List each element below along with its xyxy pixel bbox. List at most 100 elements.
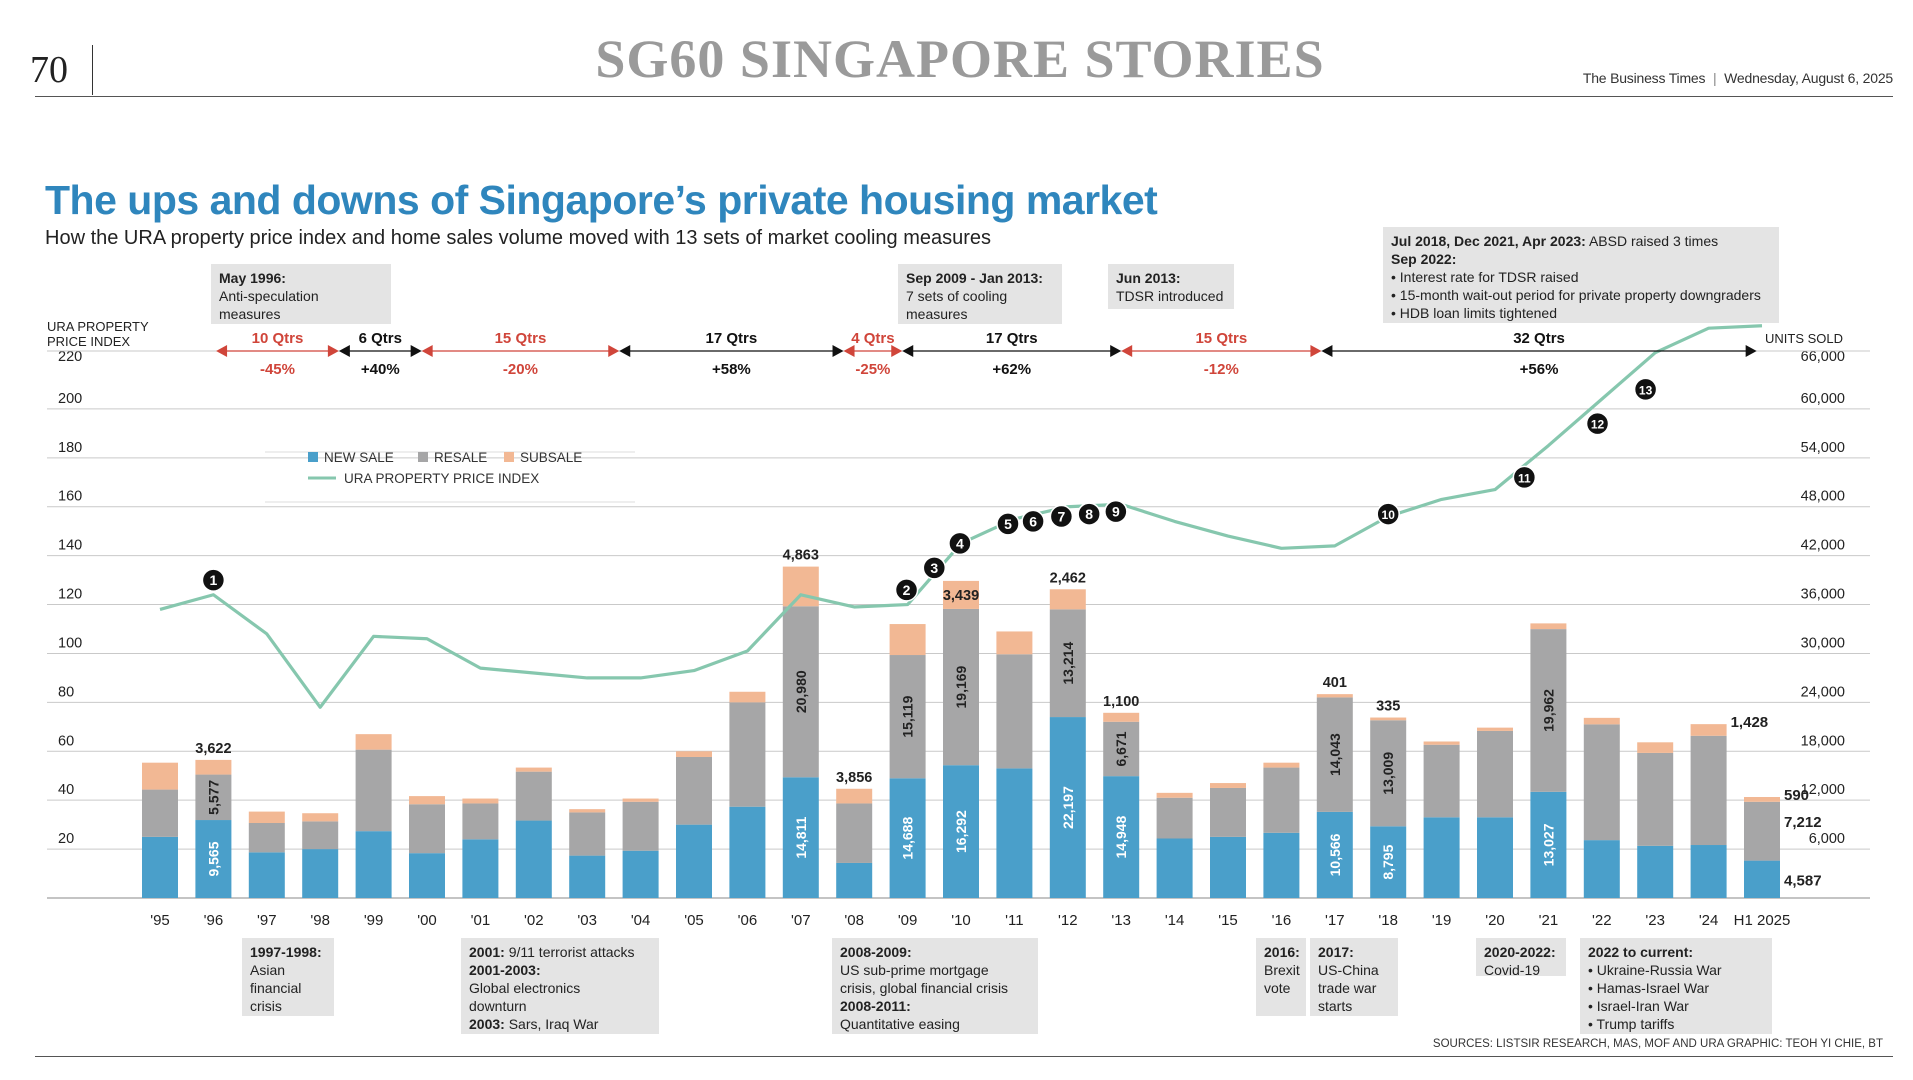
annotation-line: US sub-prime mortgage [840,962,989,978]
cooling-marker-number: 5 [1004,516,1012,532]
chart-subtitle: How the URA property price index and hom… [45,227,992,249]
bar-subsale [248,811,285,824]
x-axis-tick: '97 [257,912,277,929]
bar-value-label: 1,428 [1731,714,1769,731]
bar-new-sale [302,849,339,898]
cooling-marker [1585,411,1610,436]
bar-value-label: 4,587 [1784,872,1822,889]
annotation-line: • Israel-Iran War [1588,998,1689,1014]
annotation-brexit: 2016: Brexit vote [1256,938,1306,1016]
annotation-line: 2001-2003: [469,962,541,978]
right-axis-tick: 60,000 [1801,391,1845,407]
bar-new-sale [195,820,232,898]
annotation-covid-19: 2020-2022: Covid-19 [1476,938,1566,978]
bar-resale [302,821,339,850]
annotation-line: 2003: Sars, Iraq War [469,1016,599,1032]
bar-subsale [1637,742,1674,753]
bar-subsale [1316,694,1353,698]
chart-title: The ups and downs of Singapore’s private… [45,177,1158,223]
bar-value-label: 6,671 [1113,731,1129,766]
annotation-sep-2009-jan-2013: Sep 2009 - Jan 2013: 7 sets of cooling mea… [898,264,1062,324]
bar-value-label: 3,856 [836,770,872,786]
bar-new-sale [1316,811,1353,898]
bar-subsale [1744,797,1780,802]
bar-resale [1637,752,1674,846]
left-axis-tick: 40 [58,782,74,798]
annotation-line: • Hamas-Israel War [1588,980,1710,996]
period-duration: 15 Qtrs [1195,330,1247,347]
bar-value-label: 401 [1323,675,1347,691]
sources-credit: SOURCES: LISTSIR RESEARCH, MAS, MOF AND … [1432,1038,1883,1050]
bar-new-sale [729,806,766,898]
right-axis-tick: 12,000 [1801,782,1845,798]
bar-resale [1423,744,1460,818]
annotation-line: starts [1318,998,1353,1014]
bar-new-sale [409,853,445,898]
legend-swatch [418,452,428,462]
annotation-absd-tdsr-2018-2023: Jul 2018, Dec 2021, Apr 2023: ABSD raise… [1383,227,1779,323]
annotation-line: crisis, global financial crisis [840,980,1009,996]
annotation-line: Asian [250,962,286,978]
cooling-marker [922,556,947,580]
annotation-2022-to-current: 2022 to current: • Ukraine-Russia War • Ha… [1580,938,1772,1034]
bar-subsale [1477,727,1513,731]
bar-resale [355,749,392,832]
bar-resale [142,789,178,837]
bar-subsale [409,796,445,805]
bar-new-sale [1156,838,1193,898]
bar-subsale [1103,712,1140,722]
period-arrow-head [327,345,339,357]
annotation-line: 2008-2011: [840,998,911,1014]
cooling-marker [948,531,972,556]
bar-new-sale [1690,845,1727,898]
right-axis-tick: 66,000 [1801,349,1845,365]
bar-resale [836,803,873,863]
period-duration: 6 Qtrs [359,330,402,347]
cooling-marker-number: 11 [1518,471,1531,485]
annotation-line: Brexit [1264,962,1300,978]
annotation-line: • Trump tariffs [1588,1016,1675,1032]
period-arrow-head [619,345,631,357]
bar-subsale [1530,623,1567,630]
period-arrow-head [338,345,350,357]
cooling-marker-number: 10 [1382,508,1396,522]
bar-new-sale [1583,840,1620,898]
bar-new-sale [1477,817,1513,898]
bar-subsale [889,624,926,656]
bar-value-label: 335 [1376,699,1400,715]
bar-value-label: 19,169 [953,665,969,708]
bar-new-sale [1210,836,1246,898]
cooling-marker-number: 13 [1639,383,1653,397]
period-change: -25% [855,361,890,378]
annotation-line: measures [219,306,281,322]
period-arrow-head [891,345,903,357]
x-axis-tick: '14 [1165,912,1185,929]
bar-resale [1156,797,1193,839]
x-axis-tick: '15 [1218,912,1238,929]
bar-resale [1103,721,1140,777]
bar-new-sale [676,824,712,898]
cooling-marker-number: 4 [956,535,964,551]
left-axis-tick: 220 [58,349,82,365]
bar-resale [1370,720,1407,827]
bar-resale [1690,735,1727,846]
annotation-line: Jun 2013: [1116,270,1181,286]
bar-new-sale [515,820,552,898]
bar-new-sale [1637,845,1674,898]
right-axis-tick: 36,000 [1801,587,1845,603]
bar-value-label: 10,566 [1327,833,1343,876]
x-axis-tick: '04 [631,912,651,929]
x-axis-tick: '96 [204,912,224,929]
x-axis-tick: '06 [738,912,758,929]
annotation-line: 2022 to current: [1588,944,1694,960]
bar-resale [409,804,445,854]
bar-subsale [1210,783,1246,788]
annotation-line: Sep 2009 - Jan 2013: [906,270,1043,286]
period-arrow-head [832,345,844,357]
annotation-line: • 15-month wait-out period for private p… [1391,287,1761,303]
bar-new-sale [1370,826,1407,898]
annotation-line: May 1996: [219,270,286,286]
cooling-marker [1376,502,1400,526]
annotation-line: 2020-2022: [1484,944,1556,960]
bar-resale [622,801,659,851]
